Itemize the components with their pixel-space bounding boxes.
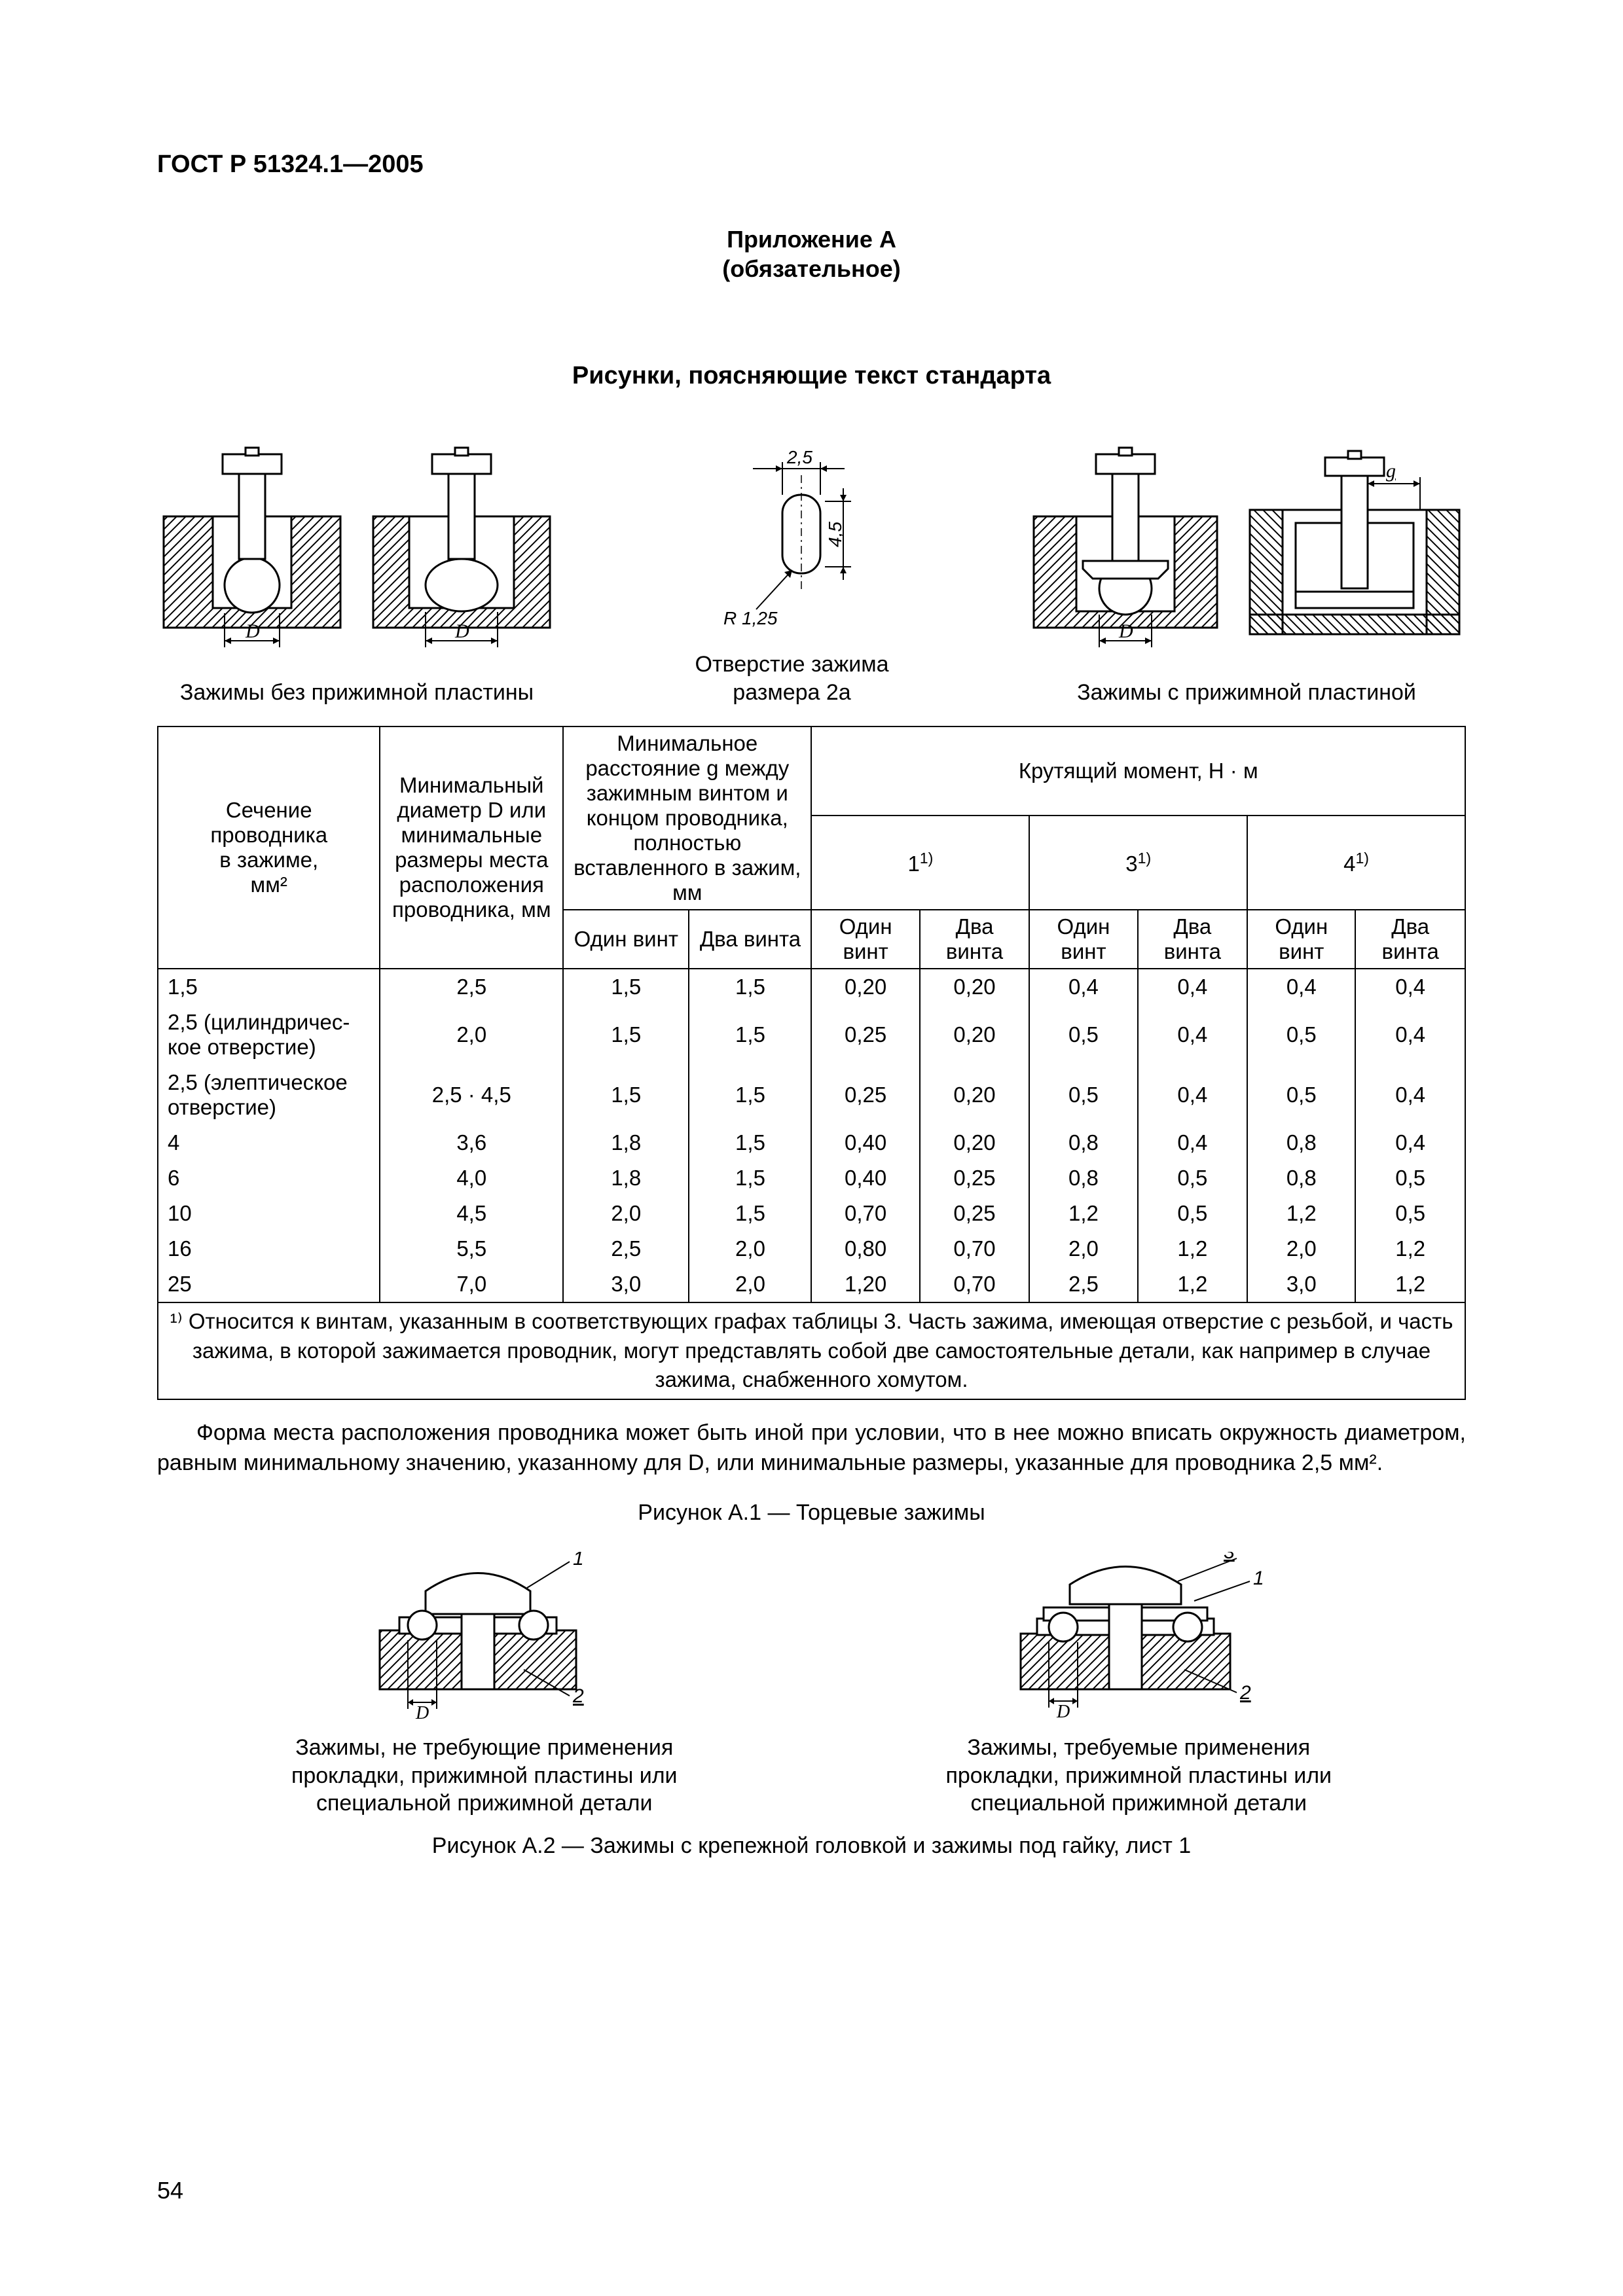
page-number: 54 bbox=[157, 2177, 183, 2204]
section-title: Рисунки, поясняющие текст стандарта bbox=[157, 362, 1466, 390]
fig-group-2: 2,5 4,5 R 1,25 Отверстие зажимаразмера 2… bbox=[694, 416, 890, 706]
table-row: 2,5 (элептическое отверстие)2,5 · 4,51,5… bbox=[158, 1065, 1465, 1125]
th-one: Один винт bbox=[1247, 910, 1355, 969]
th-diam: Минимальный ди­аметр D или ми­нимальные … bbox=[380, 726, 563, 969]
table-row: 2,5 (цилиндричес­кое отверстие)2,01,51,5… bbox=[158, 1005, 1465, 1065]
hole-diagram: 2,5 4,5 R 1,25 bbox=[694, 416, 890, 645]
th-one: Один винт bbox=[563, 910, 689, 969]
clamp-diagram-1: D bbox=[157, 444, 347, 673]
figA2-title: Рисунок А.2 — Зажимы с крепежной головко… bbox=[157, 1833, 1466, 1859]
figures-row: D D Зажимы без прижимной пласти bbox=[157, 416, 1466, 706]
svg-text:1: 1 bbox=[1253, 1568, 1264, 1589]
appendix-heading: Приложение А (обязательное) bbox=[157, 224, 1466, 283]
svg-text:D: D bbox=[1056, 1702, 1070, 1722]
table-row: 104,52,01,50,700,251,20,51,20,5 bbox=[158, 1196, 1465, 1231]
dim-2-5: 2,5 bbox=[786, 447, 812, 467]
table-row: 1,52,51,51,50,200,200,40,40,40,4 bbox=[158, 969, 1465, 1005]
fig-group-1: D D Зажимы без прижимной пласти bbox=[157, 444, 556, 707]
dim-r: R 1,25 bbox=[723, 608, 778, 628]
svg-text:D: D bbox=[415, 1703, 429, 1723]
th-one: Один винт bbox=[1029, 910, 1137, 969]
th-t4: 41) bbox=[1247, 816, 1465, 910]
data-table: Сечение проводника в зажиме, мм² Минимал… bbox=[157, 726, 1466, 1400]
fig-caption-2: Отверстие зажимаразмера 2а bbox=[695, 651, 889, 706]
body-paragraph: Форма места расположения проводника може… bbox=[157, 1418, 1466, 1479]
clamp-diagram-3: D bbox=[1027, 444, 1224, 673]
svg-text:D: D bbox=[1118, 620, 1133, 642]
appendix-line2: (обязательное) bbox=[722, 255, 901, 282]
table-row: 43,61,81,50,400,200,80,40,80,4 bbox=[158, 1125, 1465, 1160]
fig-caption-3: Зажимы с прижимной пластиной bbox=[1077, 679, 1416, 707]
bottom-caption-2: Зажимы, требуемые применения прокладки, … bbox=[945, 1734, 1332, 1818]
th-dist: Минимальное расстояние g между зажимным … bbox=[563, 726, 811, 910]
table-row: 257,03,02,01,200,702,51,23,01,2 bbox=[158, 1266, 1465, 1302]
clamp-diagram-4: g bbox=[1243, 444, 1466, 673]
th-two: Два винта bbox=[920, 910, 1030, 969]
fig-caption-1: Зажимы без прижимной пластины bbox=[180, 679, 534, 707]
bottom-caption-1: Зажимы, не требующие применения прокладк… bbox=[291, 1734, 678, 1818]
appendix-line1: Приложение А bbox=[727, 226, 896, 253]
th-torque: Крутящий момент, Н · м bbox=[811, 726, 1465, 816]
th-two: Два винта bbox=[689, 910, 811, 969]
table-row: 64,01,81,50,400,250,80,50,80,5 bbox=[158, 1160, 1465, 1196]
table-footnote: ¹⁾ Относится к винтам, указанным в соотв… bbox=[158, 1302, 1465, 1399]
svg-text:4,5: 4,5 bbox=[825, 522, 845, 547]
th-two: Два винта bbox=[1138, 910, 1248, 969]
svg-text:D: D bbox=[454, 620, 469, 642]
svg-text:3: 3 bbox=[1224, 1552, 1235, 1563]
th-t3: 31) bbox=[1029, 816, 1247, 910]
label-2: 2 bbox=[572, 1685, 584, 1707]
bottom-figures: 1 2 D Зажимы, не требующие применения пр… bbox=[157, 1552, 1466, 1818]
bolt-clamp-2: 3 1 2 D bbox=[1001, 1552, 1276, 1729]
th-two: Два винта bbox=[1355, 910, 1465, 969]
th-t1: 11) bbox=[811, 816, 1029, 910]
fig-group-3: D bbox=[1027, 444, 1466, 707]
label-1: 1 bbox=[573, 1552, 584, 1570]
svg-text:2: 2 bbox=[1239, 1682, 1251, 1704]
doc-header: ГОСТ Р 51324.1—2005 bbox=[157, 151, 1466, 179]
th-section: Сечение проводника в зажиме, мм² bbox=[158, 726, 380, 969]
table-row: 165,52,52,00,800,702,01,22,01,2 bbox=[158, 1231, 1465, 1266]
dim-D: D bbox=[245, 620, 260, 642]
th-one: Один винт bbox=[811, 910, 919, 969]
dim-g: g bbox=[1386, 460, 1396, 482]
clamp-diagram-2: D bbox=[367, 444, 556, 673]
bolt-clamp-1: 1 2 D bbox=[360, 1552, 609, 1729]
figA1-title: Рисунок А.1 — Торцевые зажимы bbox=[157, 1500, 1466, 1526]
